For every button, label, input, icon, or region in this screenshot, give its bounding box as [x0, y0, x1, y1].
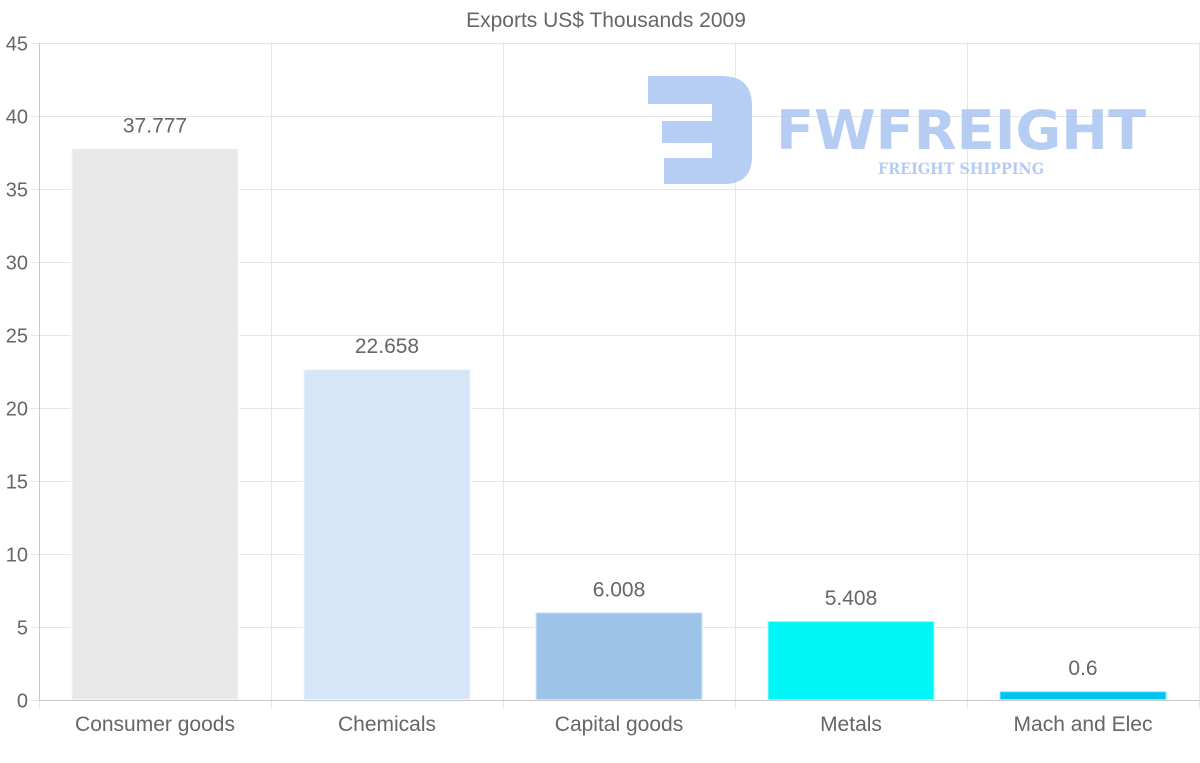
y-tick-label: 5: [17, 618, 28, 640]
watermark-brand: FWFREIGHT: [776, 99, 1146, 162]
data-label: 5.408: [825, 587, 878, 610]
bar[interactable]: [70, 147, 240, 701]
watermark-tagline: FREIGHT SHIPPING: [878, 159, 1044, 178]
bar[interactable]: [534, 611, 704, 701]
bar[interactable]: [998, 690, 1168, 701]
y-tick-label: 35: [6, 180, 28, 202]
watermark: FWFREIGHT FREIGHT SHIPPING: [648, 76, 1146, 184]
x-tick-label: Mach and Elec: [1014, 713, 1153, 736]
y-tick-label: 25: [6, 326, 28, 348]
x-tick-label: Consumer goods: [75, 713, 235, 736]
y-tick-label: 0: [17, 691, 28, 713]
bars: [70, 147, 1168, 702]
y-tick-label: 20: [6, 399, 28, 421]
y-tick-label: 10: [6, 545, 28, 567]
x-tick-label: Metals: [820, 713, 882, 736]
x-tick-label: Capital goods: [555, 713, 683, 736]
bar[interactable]: [766, 620, 936, 702]
bar[interactable]: [302, 368, 472, 701]
data-label: 6.008: [593, 578, 646, 601]
fwfreight-logo-icon: [648, 76, 752, 184]
y-tick-label: 45: [6, 34, 28, 56]
data-label: 22.658: [355, 335, 419, 358]
chart-title: Exports US$ Thousands 2009: [466, 9, 746, 32]
y-tick-label: 15: [6, 472, 28, 494]
y-tick-label: 40: [6, 107, 28, 129]
data-labels: 37.777 22.658 6.008 5.408 0.6: [123, 114, 1098, 680]
data-label: 0.6: [1068, 657, 1097, 680]
data-label: 37.777: [123, 114, 187, 137]
y-tick-label: 30: [6, 253, 28, 275]
x-tick-label: Chemicals: [338, 713, 436, 736]
axes: 0 5 10 15 20 25 30 35 40 45 Consumer goods Chemical…: [6, 34, 1199, 736]
